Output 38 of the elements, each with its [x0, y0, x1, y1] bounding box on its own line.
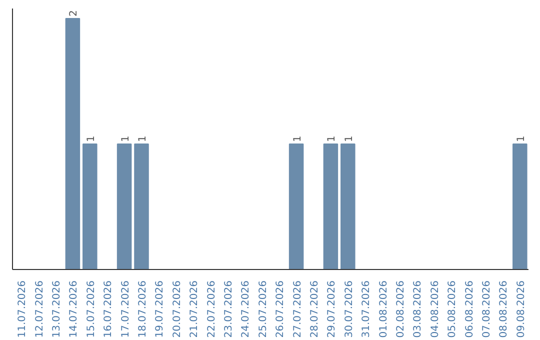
x-tick-label: 09.08.2026 [516, 280, 527, 338]
x-tick-label: 06.08.2026 [464, 280, 476, 338]
data-label: 1 [344, 136, 355, 142]
data-label: 1 [86, 136, 97, 142]
x-tick-label: 28.07.2026 [310, 280, 320, 338]
x-tick-label: 02.08.2026 [396, 280, 406, 338]
x-tick-label: 14.07.2026 [68, 280, 80, 338]
x-tick-label: 08.08.2026 [498, 280, 510, 338]
x-tick-label: 17.07.2026 [120, 280, 132, 338]
x-tick-label: 21.07.2026 [189, 280, 200, 338]
x-tick-label: 01.08.2026 [378, 280, 390, 338]
x-tick-label: 31.07.2026 [361, 280, 372, 338]
x-tick-label: 19.07.2026 [154, 280, 166, 338]
x-tick-label: 30.07.2026 [344, 280, 355, 338]
x-tick-label: 07.08.2026 [482, 280, 492, 338]
x-tick-label: 26.07.2026 [275, 280, 286, 338]
data-label: 1 [326, 136, 338, 142]
x-tick-label: 24.07.2026 [240, 280, 252, 338]
x-tick-label: 13.07.2026 [52, 280, 62, 338]
data-label: 1 [120, 136, 132, 142]
x-tick-label: 11.07.2026 [17, 280, 28, 338]
data-label: 2 [68, 10, 80, 17]
x-tick-label: 16.07.2026 [103, 280, 114, 338]
x-tick-label: 20.07.2026 [172, 280, 183, 338]
data-label: 1 [292, 136, 304, 142]
x-tick-label: 05.08.2026 [447, 280, 458, 338]
x-tick-label: 18.07.2026 [138, 280, 148, 338]
x-tick-label: 03.08.2026 [412, 280, 424, 338]
data-label: 1 [516, 136, 527, 142]
data-label: 1 [138, 136, 148, 142]
x-tick-label: 04.08.2026 [430, 280, 441, 338]
x-tick-label: 25.07.2026 [258, 280, 269, 338]
x-tick-label: 15.07.2026 [86, 280, 97, 338]
x-tick-label: 27.07.2026 [292, 280, 304, 338]
x-tick-label: 29.07.2026 [326, 280, 338, 338]
x-tick-label: 23.07.2026 [224, 280, 234, 338]
x-tick-label: 12.07.2026 [34, 280, 46, 338]
x-tick-label: 22.07.2026 [206, 280, 218, 338]
